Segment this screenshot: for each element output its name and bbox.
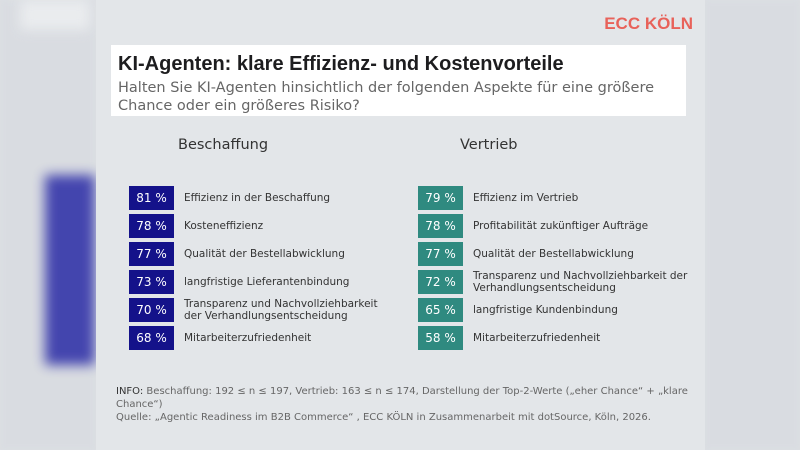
page-title: KI-Agenten: klare Effizienz- und Kostenv… (118, 53, 564, 75)
item-label: Qualität der Bestellabwicklung (473, 248, 634, 260)
list-item: 73 % langfristige Lieferantenbindung (129, 270, 384, 294)
column-title-vertrieb: Vertrieb (460, 137, 518, 153)
header-box: KI-Agenten: klare Effizienz- und Kostenv… (111, 45, 686, 116)
item-label: Effizienz im Vertrieb (473, 192, 579, 204)
list-item: 58 % Mitarbeiterzufriedenheit (418, 326, 693, 350)
item-label: Kosteneffizienz (184, 220, 264, 232)
list-item: 70 % Transparenz und Nachvollziehbarkeit … (129, 298, 384, 322)
list-item: 68 % Mitarbeiterzufriedenheit (129, 326, 384, 350)
list-item: 77 % Qualität der Bestellabwicklung (129, 242, 384, 266)
info-footnote: INFO: Beschaffung: 192 ≤ n ≤ 197, Vertri… (116, 385, 696, 424)
list-item: 81 % Effizienz in der Beschaffung (129, 186, 384, 210)
item-label: Effizienz in der Beschaffung (184, 192, 331, 204)
item-label: langfristige Lieferantenbindung (184, 276, 350, 288)
item-label: Profitabilität zukünftiger Aufträge (473, 220, 649, 232)
percentage-box: 65 % (418, 298, 463, 322)
percentage-box: 73 % (129, 270, 174, 294)
infographic-card: ECC KÖLN KI-Agenten: klare Effizienz- un… (96, 0, 705, 450)
percentage-box: 77 % (129, 242, 174, 266)
percentage-box: 79 % (418, 186, 463, 210)
blurred-shape (45, 175, 95, 365)
percentage-box: 72 % (418, 270, 463, 294)
percentage-box: 81 % (129, 186, 174, 210)
blurred-background-right (704, 0, 800, 450)
percentage-box: 77 % (418, 242, 463, 266)
percentage-box: 70 % (129, 298, 174, 322)
percentage-box: 78 % (129, 214, 174, 238)
percentage-box: 68 % (129, 326, 174, 350)
ecc-koeln-logo: ECC KÖLN (604, 14, 693, 33)
list-item: 72 % Transparenz und Nachvollziehbarkeit … (418, 270, 693, 294)
item-label: Qualität der Bestellabwicklung (184, 248, 345, 260)
column-title-beschaffung: Beschaffung (178, 137, 269, 153)
list-item: 65 % langfristige Kundenbindung (418, 298, 693, 322)
list-item: 77 % Qualität der Bestellabwicklung (418, 242, 693, 266)
list-item: 79 % Effizienz im Vertrieb (418, 186, 693, 210)
item-label: Transparenz und Nachvollziehbarkeit der … (473, 270, 688, 294)
source-text: Quelle: „Agentic Readiness im B2B Commer… (116, 412, 651, 423)
percentage-box: 78 % (418, 214, 463, 238)
blurred-shape (20, 0, 90, 30)
list-item: 78 % Profitabilität zukünftiger Aufträge (418, 214, 693, 238)
item-label: Transparenz und Nachvollziehbarkeit der … (184, 298, 378, 322)
item-label: langfristige Kundenbindung (473, 304, 618, 316)
percentage-box: 58 % (418, 326, 463, 350)
item-label: Mitarbeiterzufriedenheit (184, 332, 312, 344)
item-label: Mitarbeiterzufriedenheit (473, 332, 601, 344)
subtitle: Halten Sie KI-Agenten hinsichtlich der f… (118, 80, 655, 114)
info-text: Beschaffung: 192 ≤ n ≤ 197, Vertrieb: 16… (116, 386, 688, 410)
list-item: 78 % Kosteneffizienz (129, 214, 384, 238)
info-prefix: INFO: (116, 386, 144, 397)
